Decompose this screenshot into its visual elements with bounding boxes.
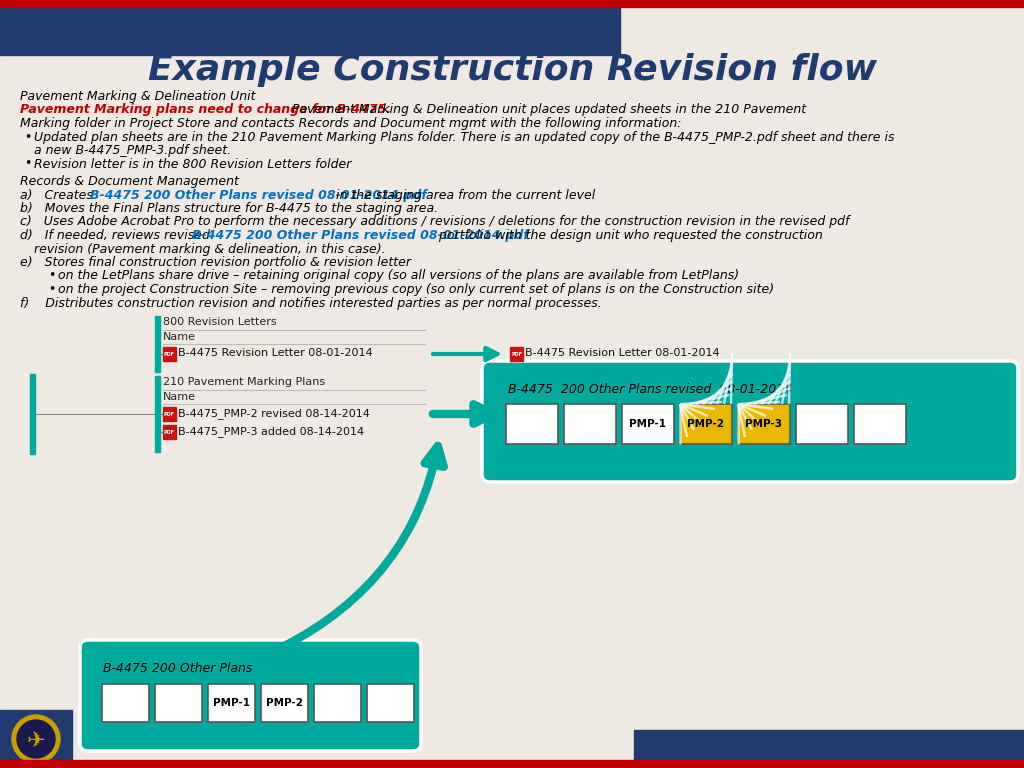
Bar	[680, 404, 732, 444]
Bar	[208, 684, 255, 722]
Text: a new B-4475_PMP-3.pdf sheet.: a new B-4475_PMP-3.pdf sheet.	[34, 144, 231, 157]
Bar	[622, 404, 674, 444]
Bar	[314, 684, 361, 722]
Text: revision (Pavement marking & delineation, in this case).: revision (Pavement marking & delineation…	[34, 243, 386, 256]
Bar	[261, 684, 308, 722]
Text: B-4475  200 Other Plans revised  08-01-2014: B-4475 200 Other Plans revised 08-01-201…	[508, 383, 793, 396]
Bar	[102, 684, 150, 722]
Text: d)   If needed, reviews revised: d) If needed, reviews revised	[20, 229, 214, 242]
Text: on the LetPlans share drive – retaining original copy (so all versions of the pl: on the LetPlans share drive – retaining …	[58, 270, 739, 283]
Bar	[0, 7, 620, 55]
Text: Marking folder in Project Store and contacts Records and Document mgmt with the : Marking folder in Project Store and cont…	[20, 117, 682, 130]
Text: in the staging area from the current level: in the staging area from the current lev…	[332, 188, 596, 201]
Text: Name: Name	[163, 332, 196, 342]
Bar	[163, 347, 176, 361]
Bar	[0, 760, 1024, 768]
Text: B-4475 200 Other Plans: B-4475 200 Other Plans	[103, 662, 252, 675]
Text: •: •	[48, 270, 55, 283]
Bar	[634, 730, 1024, 768]
Text: B-4475 200 Other Plans revised 08-01-2014.pdf: B-4475 200 Other Plans revised 08-01-201…	[90, 188, 427, 201]
Circle shape	[17, 720, 55, 758]
Text: B-4475_PMP-2 revised 08-14-2014: B-4475_PMP-2 revised 08-14-2014	[178, 408, 370, 419]
Bar	[0, 710, 72, 768]
Text: 210 Pavement Marking Plans: 210 Pavement Marking Plans	[163, 377, 326, 387]
Text: Records & Document Management: Records & Document Management	[20, 175, 239, 188]
Text: Example Construction Revision flow: Example Construction Revision flow	[147, 53, 877, 87]
Bar	[796, 404, 848, 444]
Text: B-4475 Revision Letter 08-01-2014: B-4475 Revision Letter 08-01-2014	[178, 348, 373, 358]
Text: c)   Uses Adobe Acrobat Pro to perform the necessary additions / revisions / del: c) Uses Adobe Acrobat Pro to perform the…	[20, 216, 849, 229]
Bar	[155, 316, 160, 372]
Circle shape	[12, 715, 60, 763]
Text: PDF: PDF	[164, 429, 175, 435]
Text: Updated plan sheets are in the 210 Pavement Marking Plans folder. There is an up: Updated plan sheets are in the 210 Pavem…	[34, 131, 895, 144]
Text: portfolio with the design unit who requested the construction: portfolio with the design unit who reque…	[434, 229, 822, 242]
Text: B-4475 Revision Letter 08-01-2014: B-4475 Revision Letter 08-01-2014	[525, 348, 720, 358]
Bar	[510, 347, 523, 361]
Bar	[506, 404, 558, 444]
Text: PDF: PDF	[164, 352, 175, 356]
Text: on the project Construction Site – removing previous copy (so only current set o: on the project Construction Site – remov…	[58, 283, 774, 296]
FancyBboxPatch shape	[80, 640, 421, 751]
Text: PMP-3: PMP-3	[745, 419, 782, 429]
Bar	[155, 684, 202, 722]
Text: Pavement Marking & Delineation Unit: Pavement Marking & Delineation Unit	[20, 90, 256, 103]
Bar	[155, 376, 160, 452]
Text: PDF: PDF	[511, 352, 522, 356]
FancyBboxPatch shape	[482, 361, 1018, 482]
Bar	[854, 404, 906, 444]
Text: •: •	[24, 131, 32, 144]
Text: •: •	[48, 283, 55, 296]
Text: PDF: PDF	[164, 412, 175, 416]
Text: B-4475_PMP-3 added 08-14-2014: B-4475_PMP-3 added 08-14-2014	[178, 426, 365, 437]
Bar	[564, 404, 616, 444]
Bar	[30, 374, 35, 454]
Text: •: •	[24, 157, 32, 170]
Bar	[367, 684, 414, 722]
Text: ✈: ✈	[27, 731, 45, 751]
Text: B-4475 200 Other Plans revised 08-01-2014.pdf: B-4475 200 Other Plans revised 08-01-201…	[193, 229, 529, 242]
Text: Pavement Marking plans need to change for B-4475.: Pavement Marking plans need to change fo…	[20, 104, 391, 117]
Text: Name: Name	[163, 392, 196, 402]
Text: Revision letter is in the 800 Revision Letters folder: Revision letter is in the 800 Revision L…	[34, 157, 351, 170]
Bar	[163, 425, 176, 439]
Bar	[0, 0, 1024, 7]
Bar	[738, 404, 790, 444]
Text: PMP-1: PMP-1	[213, 698, 250, 708]
Text: 800 Revision Letters: 800 Revision Letters	[163, 317, 276, 327]
Bar	[163, 407, 176, 421]
Text: PMP-2: PMP-2	[687, 419, 725, 429]
Text: Pavement Marking & Delineation unit places updated sheets in the 210 Pavement: Pavement Marking & Delineation unit plac…	[284, 104, 806, 117]
Text: PMP-1: PMP-1	[630, 419, 667, 429]
Text: a)   Creates: a) Creates	[20, 188, 97, 201]
Text: f)    Distributes construction revision and notifies interested parties as per n: f) Distributes construction revision and…	[20, 296, 602, 310]
Text: b)   Moves the Final Plans structure for B-4475 to the staging area.: b) Moves the Final Plans structure for B…	[20, 202, 438, 215]
Text: e)   Stores final construction revision portfolio & revision letter: e) Stores final construction revision po…	[20, 256, 411, 269]
Text: PMP-2: PMP-2	[266, 698, 303, 708]
